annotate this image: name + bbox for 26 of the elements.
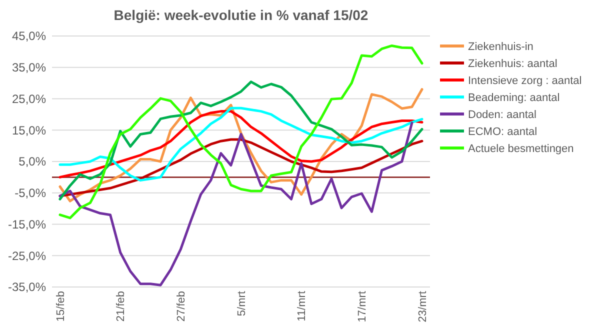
x-tick-label: 27/feb (176, 291, 188, 322)
legend-label: Actuele besmettingen (468, 142, 574, 155)
legend-label: Doden: aantal (468, 108, 536, 121)
legend-label: Intensieve zorg : aantal (468, 74, 582, 87)
y-tick-label: -35,0% (8, 280, 46, 294)
y-tick-label: -15,0% (8, 217, 46, 232)
y-tick-label: 15,0% (12, 123, 46, 138)
y-tick-label: 45,0% (12, 29, 46, 44)
x-tick-label: 5/mrt (236, 291, 248, 316)
y-tick-label: -5,0% (14, 186, 46, 200)
line-series (58, 44, 424, 220)
chart-title: België: week-evolutie in % vanaf 15/02 (114, 7, 368, 23)
x-tick-label: 23/mrt (416, 291, 429, 322)
x-tick-label: 17/mrt (356, 291, 369, 322)
x-tick-label: 21/feb (115, 291, 128, 322)
y-tick-label: 5,0% (18, 154, 46, 169)
x-tick-label: 15/feb (54, 291, 67, 322)
y-tick-label: 35,0% (12, 60, 46, 75)
y-tick-label: -25,0% (8, 248, 46, 263)
x-tick-label: 11/mrt (296, 291, 308, 322)
legend-label: Ziekenhuis: aantal (468, 58, 558, 70)
legend-label: Beademing: aantal (468, 92, 560, 104)
line-series (58, 122, 414, 286)
legend-label: Ziekenhuis-in (468, 40, 534, 53)
y-tick-label: 25,0% (12, 92, 46, 106)
legend-label: ECMO: aantal (468, 126, 538, 138)
